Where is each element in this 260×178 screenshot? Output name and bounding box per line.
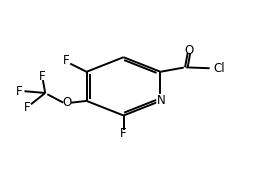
Text: Cl: Cl (213, 62, 225, 75)
Text: F: F (120, 127, 127, 140)
Text: F: F (24, 101, 31, 114)
Text: O: O (63, 96, 72, 109)
Text: F: F (39, 70, 46, 83)
Text: N: N (157, 94, 166, 107)
Text: F: F (16, 85, 23, 98)
Text: F: F (63, 54, 69, 67)
Text: O: O (184, 44, 193, 57)
